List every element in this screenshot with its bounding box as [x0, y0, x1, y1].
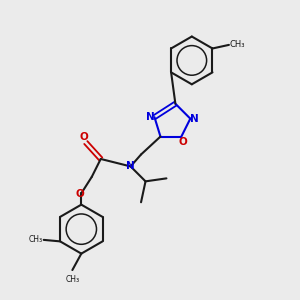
Text: N: N: [190, 114, 199, 124]
Text: O: O: [80, 132, 89, 142]
Text: N: N: [146, 112, 154, 122]
Text: O: O: [178, 137, 187, 147]
Text: CH₃: CH₃: [65, 275, 80, 284]
Text: N: N: [126, 161, 135, 171]
Text: CH₃: CH₃: [29, 236, 43, 244]
Text: O: O: [76, 189, 84, 199]
Text: CH₃: CH₃: [230, 40, 245, 49]
